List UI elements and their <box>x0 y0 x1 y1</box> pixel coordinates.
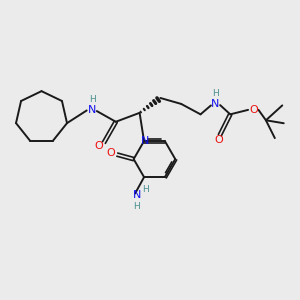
Text: O: O <box>250 105 258 115</box>
Text: N: N <box>133 190 141 200</box>
Text: H: H <box>212 89 219 98</box>
Text: H: H <box>133 202 140 211</box>
Text: O: O <box>214 136 223 146</box>
Text: N: N <box>140 136 149 146</box>
Text: O: O <box>106 148 115 158</box>
Text: N: N <box>211 99 220 109</box>
Text: O: O <box>95 140 103 151</box>
Text: H: H <box>142 184 149 194</box>
Text: H: H <box>89 95 95 104</box>
Text: N: N <box>88 105 96 115</box>
